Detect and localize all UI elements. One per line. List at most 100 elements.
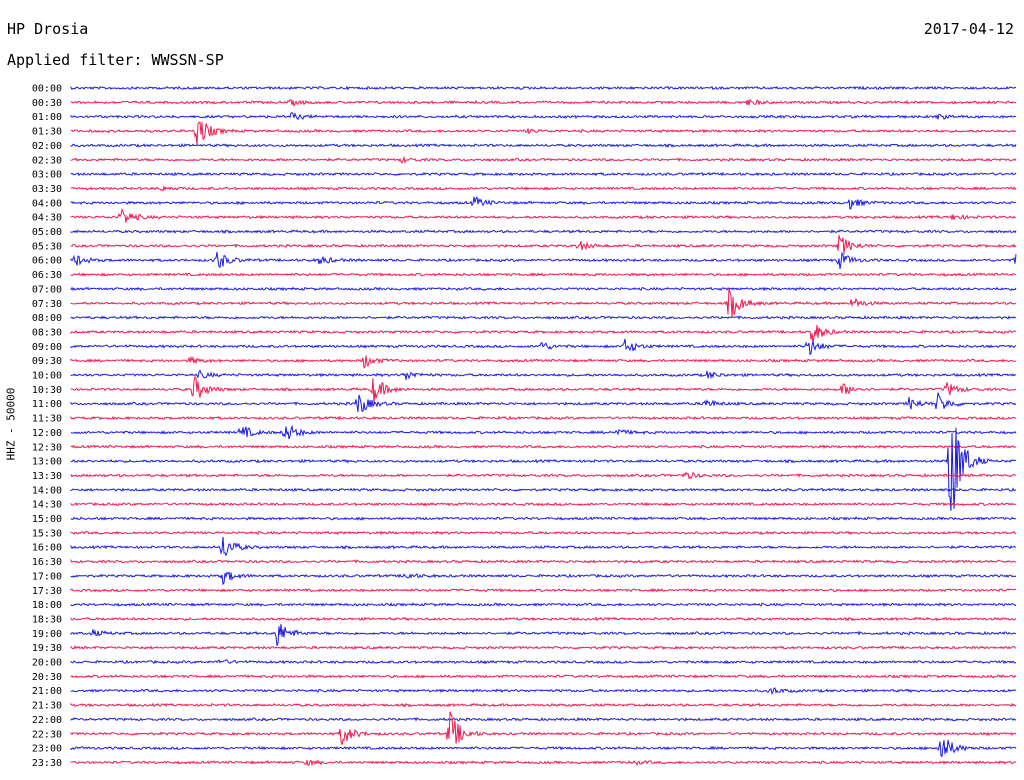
tick-label-0630: 06:30 (32, 270, 62, 281)
tick-label-1400: 14:00 (32, 485, 62, 496)
trace-0130 (70, 121, 1017, 146)
trace-2000 (70, 659, 1017, 665)
trace-1400 (70, 487, 1017, 493)
tick-label-1100: 11:00 (32, 399, 62, 410)
trace-1200 (70, 424, 1017, 440)
trace-1700 (70, 571, 1017, 586)
tick-label-0600: 06:00 (32, 256, 62, 267)
trace-1800 (70, 602, 1017, 608)
tick-label-1130: 11:30 (32, 414, 62, 425)
trace-2100 (70, 687, 1017, 696)
tick-label-0030: 00:30 (32, 98, 62, 109)
trace-1230 (70, 444, 1017, 450)
tick-label-0200: 02:00 (32, 141, 62, 152)
trace-2130 (70, 702, 1017, 708)
tick-label-0500: 05:00 (32, 227, 62, 238)
trace-0200 (70, 143, 1017, 148)
trace-0330 (70, 185, 1017, 192)
tick-label-0900: 09:00 (32, 342, 62, 353)
trace-0630 (70, 272, 1017, 277)
trace-1830 (70, 616, 1017, 622)
tick-label-0130: 01:30 (32, 127, 62, 138)
tick-label-1730: 17:30 (32, 586, 62, 597)
tick-label-0000: 00:00 (32, 84, 62, 95)
trace-1130 (70, 415, 1017, 421)
trace-1100 (70, 392, 1017, 413)
tick-label-1000: 10:00 (32, 371, 62, 382)
date-label: 2017-04-12 (923, 20, 1014, 38)
trace-2300 (70, 739, 1017, 758)
trace-1730 (70, 587, 1017, 593)
trace-2030 (70, 673, 1017, 679)
tick-label-0700: 07:00 (32, 284, 62, 295)
tick-label-1600: 16:00 (32, 543, 62, 554)
tick-label-2030: 20:30 (32, 672, 62, 683)
tick-label-2130: 21:30 (32, 701, 62, 712)
trace-0100 (70, 112, 1017, 121)
trace-0500 (70, 229, 1017, 235)
tick-label-2300: 23:00 (32, 744, 62, 755)
tick-label-1630: 16:30 (32, 557, 62, 568)
tick-label-0400: 04:00 (32, 198, 62, 209)
tick-label-1300: 13:00 (32, 457, 62, 468)
trace-1030 (70, 376, 1017, 405)
trace-1530 (70, 530, 1017, 536)
trace-0000 (70, 85, 1017, 91)
trace-0030 (70, 98, 1017, 108)
trace-1630 (70, 558, 1017, 564)
tick-label-1530: 15:30 (32, 528, 62, 539)
trace-2330 (70, 759, 1017, 767)
trace-0230 (70, 155, 1017, 164)
tick-label-0230: 02:30 (32, 155, 62, 166)
trace-1000 (70, 369, 1017, 380)
trace-1430 (70, 502, 1017, 507)
trace-0800 (70, 315, 1017, 320)
tick-label-1700: 17:00 (32, 571, 62, 582)
tick-label-2200: 22:00 (32, 715, 62, 726)
tick-label-1430: 14:30 (32, 500, 62, 511)
tick-label-1830: 18:30 (32, 614, 62, 625)
tick-label-2100: 21:00 (32, 686, 62, 697)
tick-label-0830: 08:30 (32, 327, 62, 338)
tick-label-0800: 08:00 (32, 313, 62, 324)
trace-1500 (70, 515, 1017, 521)
tick-label-0730: 07:30 (32, 299, 62, 310)
tick-label-1500: 15:00 (32, 514, 62, 525)
trace-0830 (70, 324, 1017, 343)
trace-0900 (70, 338, 1017, 356)
tick-label-0300: 03:00 (32, 170, 62, 181)
station-title: HP Drosia (7, 20, 89, 38)
trace-0930 (70, 355, 1017, 369)
trace-0700 (70, 286, 1017, 292)
tick-label-1230: 12:30 (32, 442, 62, 453)
tick-label-2230: 22:30 (32, 729, 62, 740)
tick-label-0530: 05:30 (32, 241, 62, 252)
trace-0600 (70, 251, 1017, 270)
trace-1930 (70, 645, 1017, 651)
tick-label-1330: 13:30 (32, 471, 62, 482)
trace-0430 (70, 208, 1017, 223)
tick-label-0430: 04:30 (32, 213, 62, 224)
tick-label-0930: 09:30 (32, 356, 62, 367)
trace-1300 (70, 427, 1017, 511)
tick-label-2330: 23:30 (32, 758, 62, 769)
trace-1330 (70, 471, 1017, 480)
tick-label-1200: 12:00 (32, 428, 62, 439)
tick-label-1930: 19:30 (32, 643, 62, 654)
tick-label-2000: 20:00 (32, 658, 62, 669)
trace-0530 (70, 235, 1017, 255)
trace-2200 (70, 716, 1017, 722)
trace-0400 (70, 196, 1017, 210)
trace-1600 (70, 536, 1017, 557)
filter-label: Applied filter: WWSSN-SP (7, 51, 224, 69)
tick-label-1800: 18:00 (32, 600, 62, 611)
trace-2230 (70, 711, 1017, 745)
tick-label-0100: 01:00 (32, 112, 62, 123)
trace-0730 (70, 287, 1017, 318)
tick-label-0330: 03:30 (32, 184, 62, 195)
trace-1900 (70, 624, 1017, 646)
tick-label-1030: 10:30 (32, 385, 62, 396)
trace-0300 (70, 171, 1017, 177)
tick-label-1900: 19:00 (32, 629, 62, 640)
